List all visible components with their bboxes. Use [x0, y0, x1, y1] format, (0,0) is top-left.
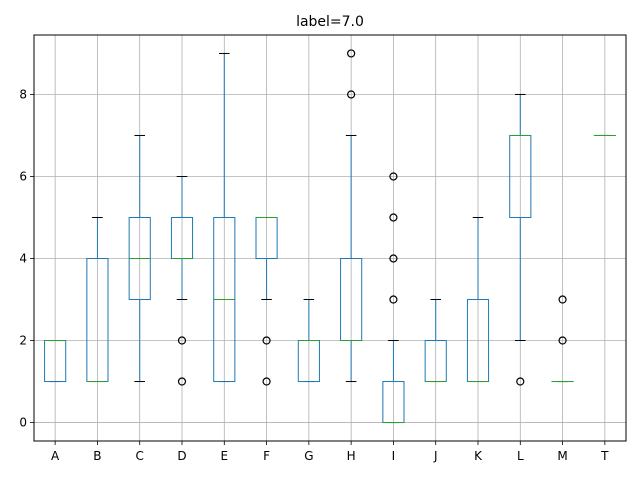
- y-tick-label: 0: [19, 416, 27, 430]
- y-tick-label: 6: [19, 169, 27, 183]
- x-tick-label: J: [433, 449, 438, 463]
- x-tick-label: M: [557, 449, 567, 463]
- x-tick-label: H: [347, 449, 356, 463]
- x-tick-label: E: [220, 449, 228, 463]
- x-tick-label: F: [263, 449, 270, 463]
- x-tick-label: C: [136, 449, 144, 463]
- x-tick-label: B: [93, 449, 101, 463]
- x-tick-label: A: [51, 449, 60, 463]
- x-tick-label: D: [177, 449, 186, 463]
- y-tick-label: 4: [19, 252, 27, 266]
- x-tick-label: I: [392, 449, 396, 463]
- x-tick-label: K: [474, 449, 483, 463]
- y-tick-label: 8: [19, 87, 27, 101]
- x-tick-label: G: [304, 449, 313, 463]
- chart-title: label=7.0: [296, 14, 364, 30]
- x-tick-label: L: [517, 449, 524, 463]
- x-tick-label: T: [600, 449, 609, 463]
- y-tick-label: 2: [19, 334, 27, 348]
